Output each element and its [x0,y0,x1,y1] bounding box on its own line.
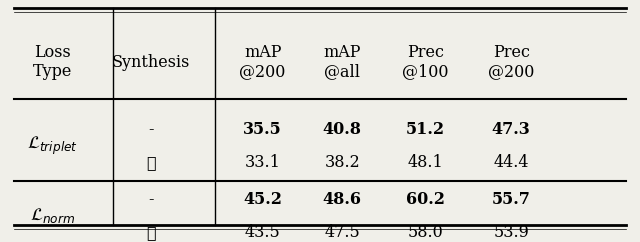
Text: 58.0: 58.0 [407,224,443,241]
Text: 48.6: 48.6 [323,191,362,208]
Text: 33.1: 33.1 [244,154,280,171]
Text: mAP
@all: mAP @all [324,44,361,80]
Text: 38.2: 38.2 [324,154,360,171]
Text: -: - [148,121,154,138]
Text: 35.5: 35.5 [243,121,282,138]
Text: 43.5: 43.5 [244,224,280,241]
Text: ✓: ✓ [147,154,156,171]
Text: 47.5: 47.5 [324,224,360,241]
Text: 53.9: 53.9 [493,224,529,241]
Text: 48.1: 48.1 [407,154,443,171]
Text: -: - [148,191,154,208]
Text: 40.8: 40.8 [323,121,362,138]
Text: 60.2: 60.2 [406,191,445,208]
Text: 44.4: 44.4 [493,154,529,171]
Text: Prec
@200: Prec @200 [488,44,534,80]
Text: Loss
Type: Loss Type [33,44,72,80]
Text: $\mathcal{L}_{triplet}$: $\mathcal{L}_{triplet}$ [27,135,78,157]
Text: Prec
@100: Prec @100 [402,44,449,80]
Text: 45.2: 45.2 [243,191,282,208]
Text: mAP
@200: mAP @200 [239,44,286,80]
Text: 51.2: 51.2 [406,121,445,138]
Text: 55.7: 55.7 [492,191,531,208]
Text: ✓: ✓ [147,224,156,241]
Text: Synthesis: Synthesis [112,53,190,70]
Text: 47.3: 47.3 [492,121,531,138]
Text: $\mathcal{L}_{norm}$: $\mathcal{L}_{norm}$ [29,206,75,226]
